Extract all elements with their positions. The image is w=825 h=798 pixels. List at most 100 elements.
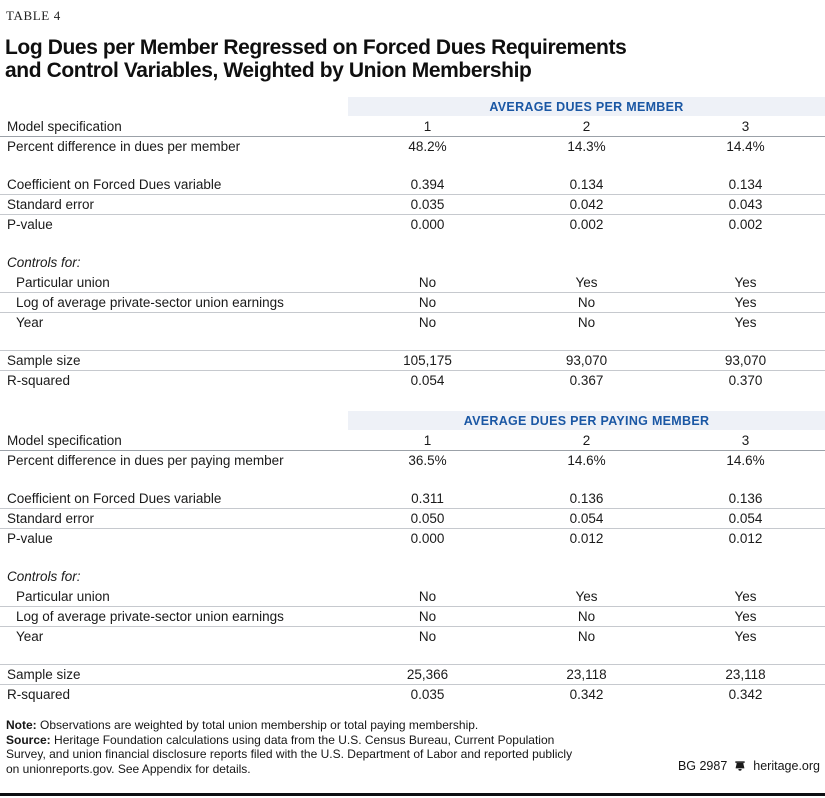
table-row: Year No No Yes	[0, 626, 825, 646]
table-row: Model specification 1 2 3	[0, 116, 825, 136]
row-label: R-squared	[7, 687, 71, 702]
cell-value: Yes	[734, 315, 757, 330]
report-id: BG 2987	[677, 759, 728, 773]
table-row: P-value 0.000 0.012 0.012	[0, 528, 825, 548]
table-row: Percent difference in dues per paying me…	[0, 450, 825, 470]
cell-value: 0.002	[569, 217, 604, 232]
publication-credit: BG 2987 heritage.org	[678, 759, 820, 773]
cell-value: No	[418, 609, 437, 624]
cell-value: 0.134	[569, 176, 604, 192]
table-title-line2: and Control Variables, Weighted by Union…	[5, 59, 532, 82]
cell-value: 0.311	[411, 490, 444, 506]
table-row: R-squared 0.054 0.367 0.370	[0, 370, 825, 390]
section-band-row: AVERAGE DUES PER MEMBER	[0, 97, 825, 116]
source-label: Source:	[6, 732, 51, 747]
cell-value: 0.035	[410, 687, 445, 702]
table-number: TABLE 4	[6, 8, 61, 23]
cell-value: No	[418, 588, 437, 604]
table-row: Particular union No Yes Yes	[0, 272, 825, 292]
row-spacer	[0, 234, 825, 252]
row-label: P-value	[7, 217, 53, 232]
row-label: Standard error	[7, 197, 95, 212]
row-label: Model specification	[7, 118, 122, 134]
table-row: Coefficient on Forced Dues variable 0.311…	[0, 488, 825, 508]
cell-value: 0.043	[728, 197, 763, 212]
row-spacer	[0, 332, 825, 350]
section-band-title: AVERAGE DUES PER MEMBER	[348, 97, 825, 116]
note-label: Note:	[6, 718, 37, 732]
row-label: Coefficient on Forced Dues variable	[7, 176, 222, 192]
row-label: Controls for:	[7, 568, 81, 584]
row-label: Year	[16, 629, 44, 644]
table-section: AVERAGE DUES PER MEMBER Model specificati…	[0, 97, 825, 390]
row-label: Controls for:	[7, 254, 81, 270]
cell-value: 0.002	[728, 217, 763, 232]
cell-value: Yes	[734, 629, 757, 644]
cell-value: 14.6%	[567, 453, 606, 468]
table-row: R-squared 0.035 0.342 0.342	[0, 684, 825, 704]
row-label: Sample size	[7, 353, 81, 368]
publisher-site: heritage.org	[753, 759, 820, 773]
cell-value: 0.054	[728, 511, 763, 526]
cell-value: 93,070	[724, 353, 767, 368]
source-line: Source: Heritage Foundation calculations…	[6, 733, 586, 777]
table-row: Model specification 1 2 3	[0, 430, 825, 450]
table-section: AVERAGE DUES PER PAYING MEMBER Model spec…	[0, 411, 825, 704]
row-label: Year	[16, 315, 44, 330]
table-figure: TABLE 4 Log Dues per Member Regressed on…	[0, 8, 825, 796]
cell-value: 1	[423, 432, 432, 448]
cell-value: Yes	[734, 588, 757, 604]
row-spacer	[0, 646, 825, 664]
table-row: Standard error 0.050 0.054 0.054	[0, 508, 825, 528]
cell-value: 0.012	[569, 531, 604, 546]
table-row: Controls for:	[0, 566, 825, 586]
section-band-title: AVERAGE DUES PER PAYING MEMBER	[348, 411, 825, 430]
table-sections: AVERAGE DUES PER MEMBER Model specificati…	[0, 97, 825, 704]
cell-value: 0.035	[410, 197, 445, 212]
row-spacer	[0, 548, 825, 566]
cell-value: 0.012	[728, 531, 763, 546]
row-label: Percent difference in dues per member	[7, 139, 241, 154]
row-label: Model specification	[7, 432, 122, 448]
cell-value: No	[418, 295, 437, 310]
cell-value: Yes	[734, 609, 757, 624]
table-row: Particular union No Yes Yes	[0, 586, 825, 606]
table-footnotes: Note: Observations are weighted by total…	[0, 718, 586, 776]
cell-value: No	[577, 295, 596, 310]
cell-value: 14.3%	[567, 139, 606, 154]
bottom-rule	[0, 793, 825, 796]
cell-value: 0.342	[569, 687, 604, 702]
cell-value: 0.394	[410, 176, 445, 192]
cell-value: 0.342	[728, 687, 763, 702]
cell-value: 23,118	[725, 667, 766, 682]
cell-value: 0.050	[410, 511, 445, 526]
row-label: Particular union	[16, 588, 110, 604]
cell-value: 0.054	[410, 373, 445, 388]
cell-value: 3	[741, 432, 750, 448]
row-spacer	[0, 470, 825, 488]
band-spacer	[0, 411, 348, 430]
row-spacer	[0, 156, 825, 174]
cell-value: 14.6%	[726, 453, 765, 468]
cell-value: No	[577, 315, 596, 330]
cell-value: 0.367	[569, 373, 604, 388]
table-row: Log of average private-sector union earn…	[0, 606, 825, 626]
cell-value: Yes	[575, 274, 598, 290]
cell-value: 93,070	[565, 353, 608, 368]
row-label: R-squared	[7, 373, 71, 388]
cell-value: 2	[582, 432, 591, 448]
cell-value: Yes	[575, 588, 598, 604]
cell-value: 36.5%	[408, 453, 447, 468]
cell-value: 0.000	[410, 531, 445, 546]
source-text: Heritage Foundation calculations using d…	[6, 732, 573, 776]
table-row: P-value 0.000 0.002 0.002	[0, 214, 825, 234]
row-label: Percent difference in dues per paying me…	[7, 453, 284, 468]
cell-value: 14.4%	[726, 139, 765, 154]
row-label: Standard error	[7, 511, 95, 526]
table-row: Coefficient on Forced Dues variable 0.394…	[0, 174, 825, 194]
cell-value: 0.054	[569, 511, 604, 526]
cell-value: No	[577, 609, 596, 624]
cell-value: 2	[582, 118, 591, 134]
cell-value: No	[577, 629, 596, 644]
cell-value: No	[418, 315, 437, 330]
